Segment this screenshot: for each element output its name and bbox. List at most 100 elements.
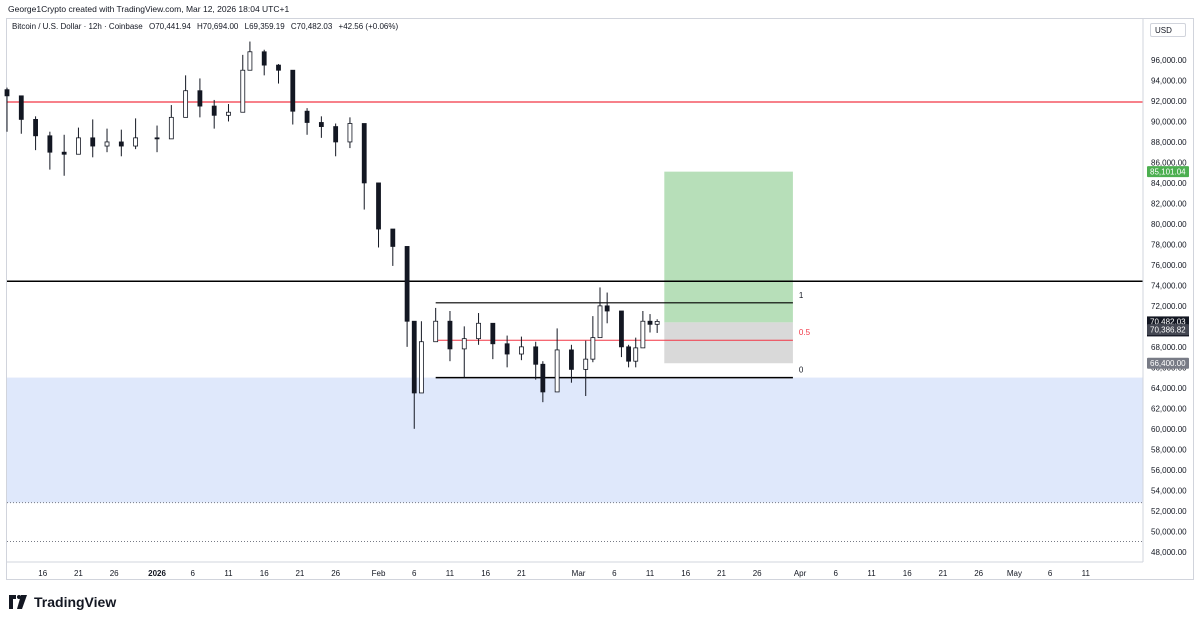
candle-body: [590, 337, 596, 360]
y-tick-label: 48,000.00: [1151, 548, 1187, 557]
candle-body: [61, 151, 67, 155]
candle-body: [90, 137, 96, 147]
candle-body: [154, 137, 160, 140]
candle-body: [361, 123, 367, 184]
y-tick-label: 52,000.00: [1151, 507, 1187, 516]
candle-body: [76, 137, 81, 155]
y-tick-label: 74,000.00: [1151, 281, 1187, 290]
y-tick-label: 90,000.00: [1151, 117, 1187, 126]
candle-body: [476, 322, 481, 340]
x-tick-label: 11: [1082, 569, 1091, 578]
candle-body: [569, 349, 574, 370]
x-tick-label: May: [1007, 569, 1022, 578]
y-tick-label: 72,000.00: [1151, 302, 1187, 311]
y-tick-label: 88,000.00: [1151, 138, 1187, 147]
y-tick-label: 68,000.00: [1151, 343, 1187, 352]
x-tick-label: 16: [260, 569, 269, 578]
target-zone: [664, 171, 793, 323]
target-price-tag-bg: [1147, 166, 1189, 178]
y-tick-label: 82,000.00: [1151, 199, 1187, 208]
candle-body: [304, 110, 310, 123]
x-tick-label: 11: [646, 569, 655, 578]
x-tick-label: 6: [834, 569, 839, 578]
x-tick-label: 16: [903, 569, 912, 578]
x-tick-label: 26: [331, 569, 340, 578]
x-tick-label: 21: [295, 569, 304, 578]
candle-body: [619, 310, 624, 348]
y-tick-label: 92,000.00: [1151, 97, 1187, 106]
stop-price-tag: 66,400.00: [1150, 359, 1186, 368]
x-tick-label: Feb: [372, 569, 386, 578]
x-tick-label: 26: [753, 569, 762, 578]
candle-body: [411, 320, 417, 394]
candle-body: [318, 122, 324, 127]
y-tick-label: 58,000.00: [1151, 445, 1187, 454]
y-tick-label: 86,000.00: [1151, 158, 1187, 167]
candle-body: [133, 137, 139, 147]
candle-body: [504, 343, 510, 355]
fib-label: 0: [799, 366, 804, 375]
ohlc-change: +42.56 (+0.06%): [338, 22, 399, 31]
candle-body: [540, 363, 546, 393]
ohlc-open: O70,441.94: [148, 22, 191, 31]
y-tick-label: 78,000.00: [1151, 240, 1187, 249]
candle-body: [604, 305, 610, 312]
candle-body: [390, 228, 396, 247]
currency-selector[interactable]: USD: [1150, 23, 1186, 37]
x-tick-label: 16: [481, 569, 490, 578]
candle-body: [18, 95, 24, 120]
x-tick-label: 21: [517, 569, 526, 578]
candle-body: [554, 349, 560, 393]
candle-body: [104, 141, 110, 147]
candle-body: [347, 123, 353, 143]
stop-zone: [664, 322, 793, 364]
candle-body: [376, 182, 381, 230]
y-tick-label: 64,000.00: [1151, 384, 1187, 393]
candle-body: [654, 321, 660, 325]
y-tick-label: 50,000.00: [1151, 527, 1187, 536]
x-tick-label: 21: [938, 569, 947, 578]
candle-body: [261, 51, 267, 66]
y-tick-label: 76,000.00: [1151, 261, 1187, 270]
support-zone: [7, 377, 1143, 503]
y-tick-label: 56,000.00: [1151, 466, 1187, 475]
y-tick-label: 94,000.00: [1151, 76, 1187, 85]
x-tick-label: 2026: [148, 569, 166, 578]
candle-body: [433, 320, 439, 343]
y-tick-label: 84,000.00: [1151, 179, 1187, 188]
x-tick-label: 6: [612, 569, 617, 578]
x-tick-label: 6: [191, 569, 196, 578]
x-tick-label: 26: [974, 569, 983, 578]
entry-price-tag: 70,386.82: [1150, 326, 1186, 335]
brand-name: TradingView: [34, 594, 117, 610]
candle-body: [640, 320, 646, 349]
ohlc-close: C70,482.03: [290, 22, 333, 31]
chart-frame: [6, 18, 1194, 580]
chart-caption: George1Crypto created with TradingView.c…: [8, 4, 290, 14]
x-tick-label: 21: [717, 569, 726, 578]
x-tick-label: 11: [224, 569, 233, 578]
y-tick-label: 54,000.00: [1151, 486, 1187, 495]
x-tick-label: 16: [681, 569, 690, 578]
candle-body: [290, 69, 296, 112]
y-tick-label: 60,000.00: [1151, 425, 1187, 434]
y-tick-label: 96,000.00: [1151, 56, 1187, 65]
candle-body: [197, 90, 203, 107]
x-tick-label: 11: [446, 569, 455, 578]
candle-body: [183, 90, 189, 118]
candle-body: [626, 346, 631, 362]
candle-body: [583, 358, 589, 370]
candle-body: [597, 305, 603, 339]
symbol-name: Bitcoin / U.S. Dollar · 12h · Coinbase: [12, 22, 143, 31]
candle-body: [533, 346, 539, 365]
candle-body: [247, 51, 253, 71]
tradingview-brand: TradingView: [8, 594, 116, 610]
x-tick-label: Apr: [794, 569, 807, 578]
ohlc-high: H70,694.00: [197, 22, 239, 31]
symbol-legend: Bitcoin / U.S. Dollar · 12h · Coinbase O…: [12, 22, 402, 31]
candle-body: [4, 89, 10, 97]
candle-body: [168, 116, 174, 140]
x-tick-label: 26: [110, 569, 119, 578]
candle-body: [490, 322, 496, 345]
